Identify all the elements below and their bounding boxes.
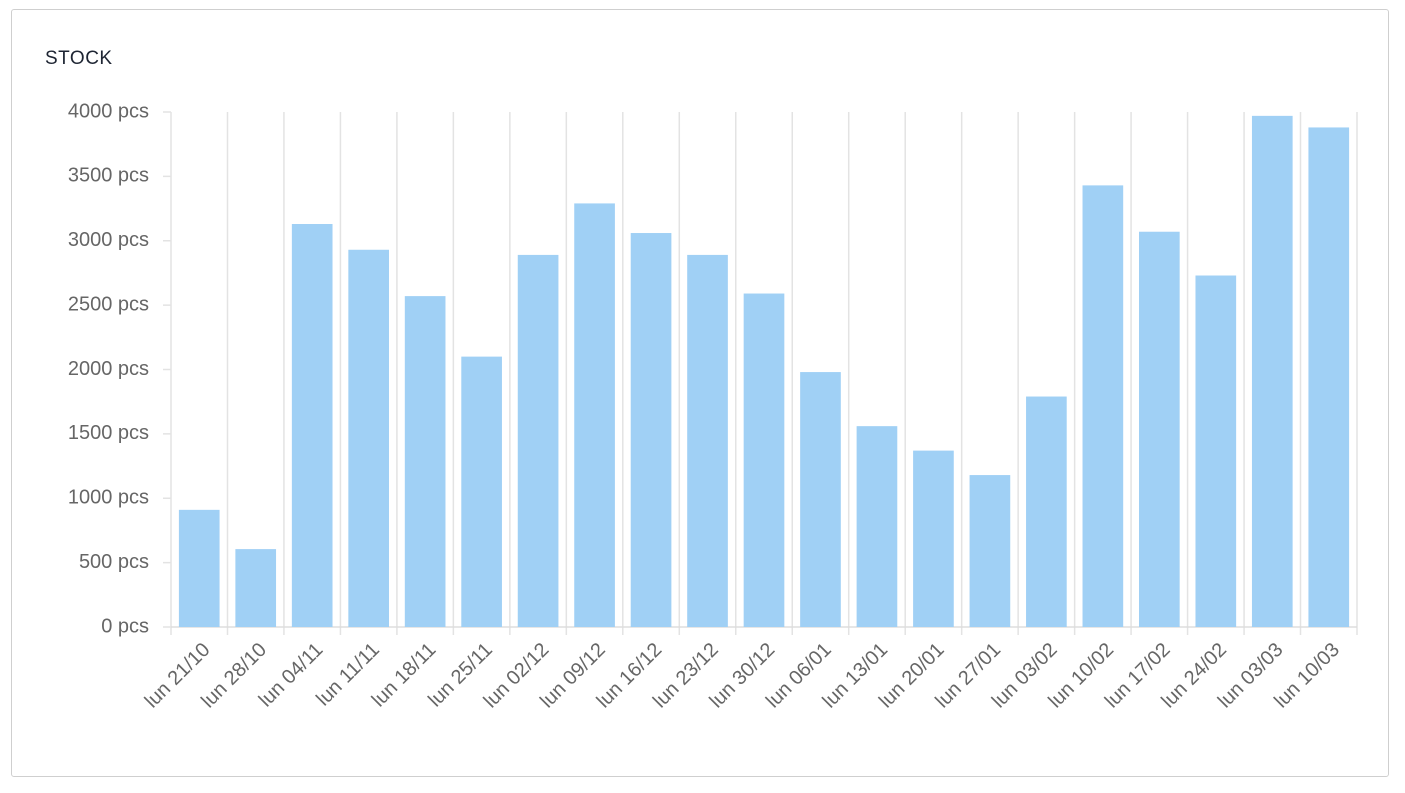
bar bbox=[178, 509, 220, 627]
bar bbox=[800, 372, 841, 627]
y-tick-label: 2000 pcs bbox=[68, 358, 149, 380]
y-tick-label: 0 pcs bbox=[101, 615, 149, 637]
bar bbox=[687, 254, 728, 627]
y-tick-label: 2500 pcs bbox=[68, 293, 149, 315]
bar bbox=[969, 475, 1011, 627]
bar bbox=[743, 293, 785, 627]
y-tick-label: 3500 pcs bbox=[68, 165, 149, 187]
bar bbox=[291, 224, 333, 627]
bar bbox=[235, 549, 277, 627]
y-tick-label: 4000 pcs bbox=[68, 100, 149, 122]
bar bbox=[348, 249, 389, 627]
bar bbox=[461, 356, 502, 627]
bar bbox=[856, 426, 898, 627]
bar bbox=[574, 203, 615, 627]
bar bbox=[517, 254, 559, 627]
y-tick-label: 3000 pcs bbox=[68, 229, 149, 251]
y-tick-label: 1500 pcs bbox=[68, 422, 149, 444]
bar bbox=[1139, 231, 1180, 628]
y-tick-label: 1000 pcs bbox=[68, 487, 149, 509]
bar bbox=[1082, 185, 1124, 627]
chart-title: STOCK bbox=[45, 48, 113, 69]
bar bbox=[1308, 127, 1350, 627]
bar bbox=[1026, 396, 1067, 627]
bar bbox=[404, 296, 446, 627]
bar bbox=[913, 450, 954, 627]
bar bbox=[1251, 115, 1293, 628]
bar bbox=[630, 233, 672, 627]
card bbox=[11, 9, 1389, 777]
bar bbox=[1195, 275, 1237, 627]
y-tick-label: 500 pcs bbox=[79, 551, 149, 573]
